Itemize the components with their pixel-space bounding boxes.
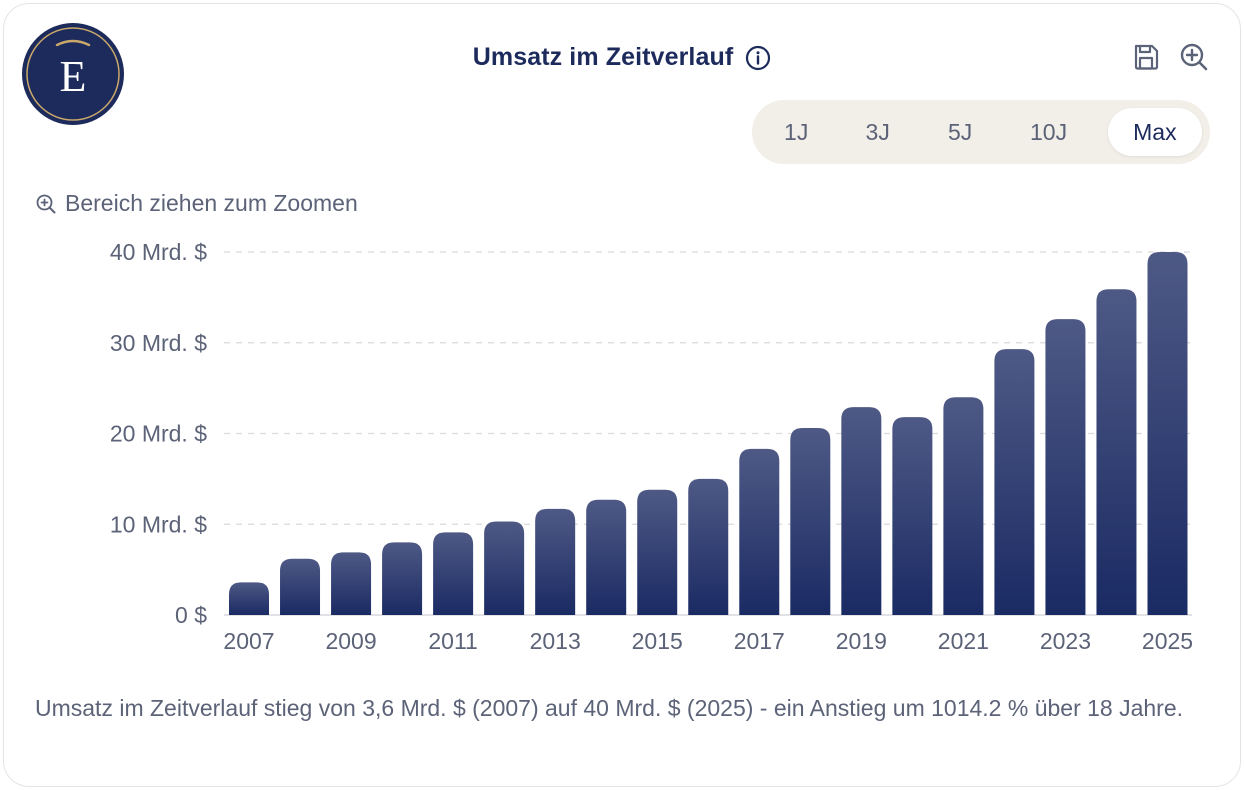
range-option-10j[interactable]: 10J [1029, 118, 1068, 145]
zoom-hint: Bereich ziehen zum Zoomen [35, 190, 358, 217]
range-option-max[interactable]: Max [1107, 108, 1202, 156]
x-tick-label: 2013 [530, 628, 581, 654]
bar-2007[interactable] [229, 582, 269, 615]
bar-2023[interactable] [1045, 319, 1086, 615]
bar-2021[interactable] [943, 397, 984, 615]
y-tick-label: 30 Mrd. $ [110, 330, 207, 356]
x-axis-labels: 2007 2009 2011 2013 2015 2017 2019 2021 2023 2025 [223, 628, 1193, 654]
bar-2012[interactable] [484, 521, 525, 615]
bar-2022[interactable] [994, 349, 1035, 615]
x-tick-label: 2021 [938, 628, 989, 654]
save-icon[interactable] [1130, 41, 1162, 73]
x-tick-label: 2025 [1142, 628, 1193, 654]
summary-text: Umsatz im Zeitverlauf stieg von 3,6 Mrd.… [35, 695, 1184, 721]
bar-2014[interactable] [586, 499, 627, 615]
range-option-1j[interactable]: 1J [784, 118, 809, 145]
x-tick-label: 2011 [428, 628, 477, 654]
logo-letter: E [60, 52, 87, 101]
x-tick-label: 2009 [325, 628, 376, 654]
bar-2011[interactable] [433, 532, 474, 615]
bar-2009[interactable] [331, 552, 372, 615]
zoom-hint-text: Bereich ziehen zum Zoomen [65, 190, 358, 216]
bar-2020[interactable] [892, 417, 933, 615]
bar-2008[interactable] [280, 558, 321, 615]
info-icon[interactable] [745, 45, 771, 71]
x-tick-label: 2019 [836, 628, 887, 654]
bar-2019[interactable] [841, 407, 882, 615]
bar-2025[interactable] [1147, 252, 1188, 615]
company-logo: E [22, 23, 124, 125]
bars [229, 252, 1188, 615]
bar-2016[interactable] [688, 478, 729, 615]
bar-2024[interactable] [1096, 289, 1137, 615]
x-tick-label: 2023 [1040, 628, 1091, 654]
range-option-3j[interactable]: 3J [865, 118, 890, 145]
range-selector: 1J 3J 5J 10J Max [752, 100, 1210, 164]
y-tick-label: 20 Mrd. $ [110, 421, 207, 447]
bar-2013[interactable] [535, 508, 576, 615]
x-tick-label: 2007 [223, 628, 274, 654]
bar-2018[interactable] [790, 428, 831, 615]
range-option-5j[interactable]: 5J [948, 118, 973, 145]
chart-title: Umsatz im Zeitverlauf [472, 42, 734, 71]
zoom-in-icon [36, 194, 56, 213]
bar-2010[interactable] [382, 542, 423, 615]
bar-2015[interactable] [637, 489, 678, 615]
y-tick-label: 10 Mrd. $ [110, 511, 207, 537]
y-tick-label: 40 Mrd. $ [110, 239, 207, 265]
x-tick-label: 2017 [734, 628, 785, 654]
bar-2017[interactable] [739, 448, 780, 615]
title-row: Umsatz im Zeitverlauf [0, 40, 1244, 74]
y-tick-label: 0 $ [175, 602, 207, 628]
y-axis-labels: 0 $ 10 Mrd. $ 20 Mrd. $ 30 Mrd. $ 40 Mrd. $ [110, 239, 207, 628]
zoom-in-icon[interactable] [1178, 41, 1210, 73]
x-tick-label: 2015 [632, 628, 683, 654]
